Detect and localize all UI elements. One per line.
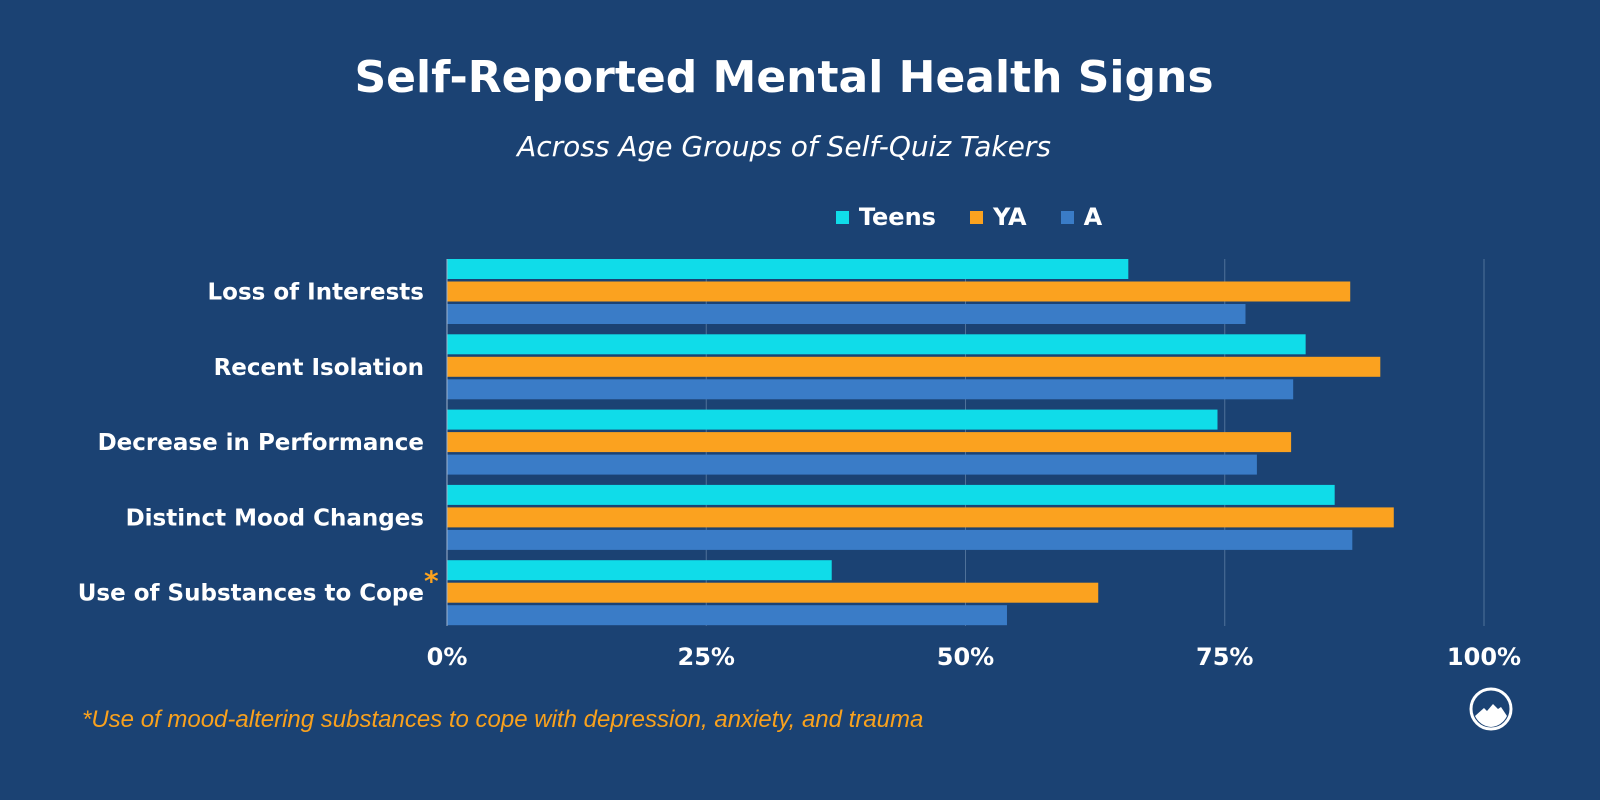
bar-teens	[447, 560, 832, 581]
bar-ya	[447, 582, 1099, 603]
bar-a	[447, 605, 1007, 626]
bar-ya	[447, 432, 1292, 453]
legend-item-ya: YA	[969, 203, 1027, 231]
legend-swatch	[835, 210, 849, 224]
bar-a	[447, 529, 1353, 550]
legend-label: Teens	[858, 203, 936, 231]
chart-subtitle: Across Age Groups of Self-Quiz Takers	[517, 130, 1051, 163]
bar-teens	[447, 334, 1306, 355]
category-label: Decrease in Performance	[98, 430, 424, 456]
legend: Teens YA A	[0, 203, 1568, 231]
legend-swatch	[969, 210, 983, 224]
legend-item-a: A	[1060, 203, 1103, 231]
x-tick-label: 100%	[1447, 643, 1521, 671]
category-label: Recent Isolation	[214, 355, 424, 381]
mountain-logo-icon	[1469, 687, 1513, 731]
category-label: Use of Substances to Cope	[78, 581, 424, 607]
bar-teens	[447, 259, 1129, 279]
category-label: Loss of Interests	[207, 280, 424, 306]
x-tick-label: 0%	[427, 643, 468, 671]
bar-a	[447, 454, 1257, 475]
bar-teens	[447, 484, 1335, 505]
bar-ya	[447, 507, 1394, 528]
legend-item-teens: Teens	[835, 203, 936, 231]
category-label: Distinct Mood Changes	[126, 505, 424, 531]
bar-ya	[447, 281, 1351, 302]
legend-swatch	[1060, 210, 1074, 224]
bar-teens	[447, 409, 1218, 430]
x-tick-label: 50%	[937, 643, 994, 671]
asterisk-mark: *	[424, 565, 439, 598]
bar-ya	[447, 356, 1381, 377]
chart-title: Self-Reported Mental Health Signs	[354, 52, 1214, 103]
footnote: *Use of mood-altering substances to cope…	[82, 706, 924, 733]
legend-label: YA	[992, 203, 1027, 231]
bar-a	[447, 379, 1294, 400]
x-tick-label: 25%	[678, 643, 735, 671]
x-tick-label: 75%	[1196, 643, 1253, 671]
bar-a	[447, 304, 1246, 324]
legend-label: A	[1083, 203, 1103, 231]
